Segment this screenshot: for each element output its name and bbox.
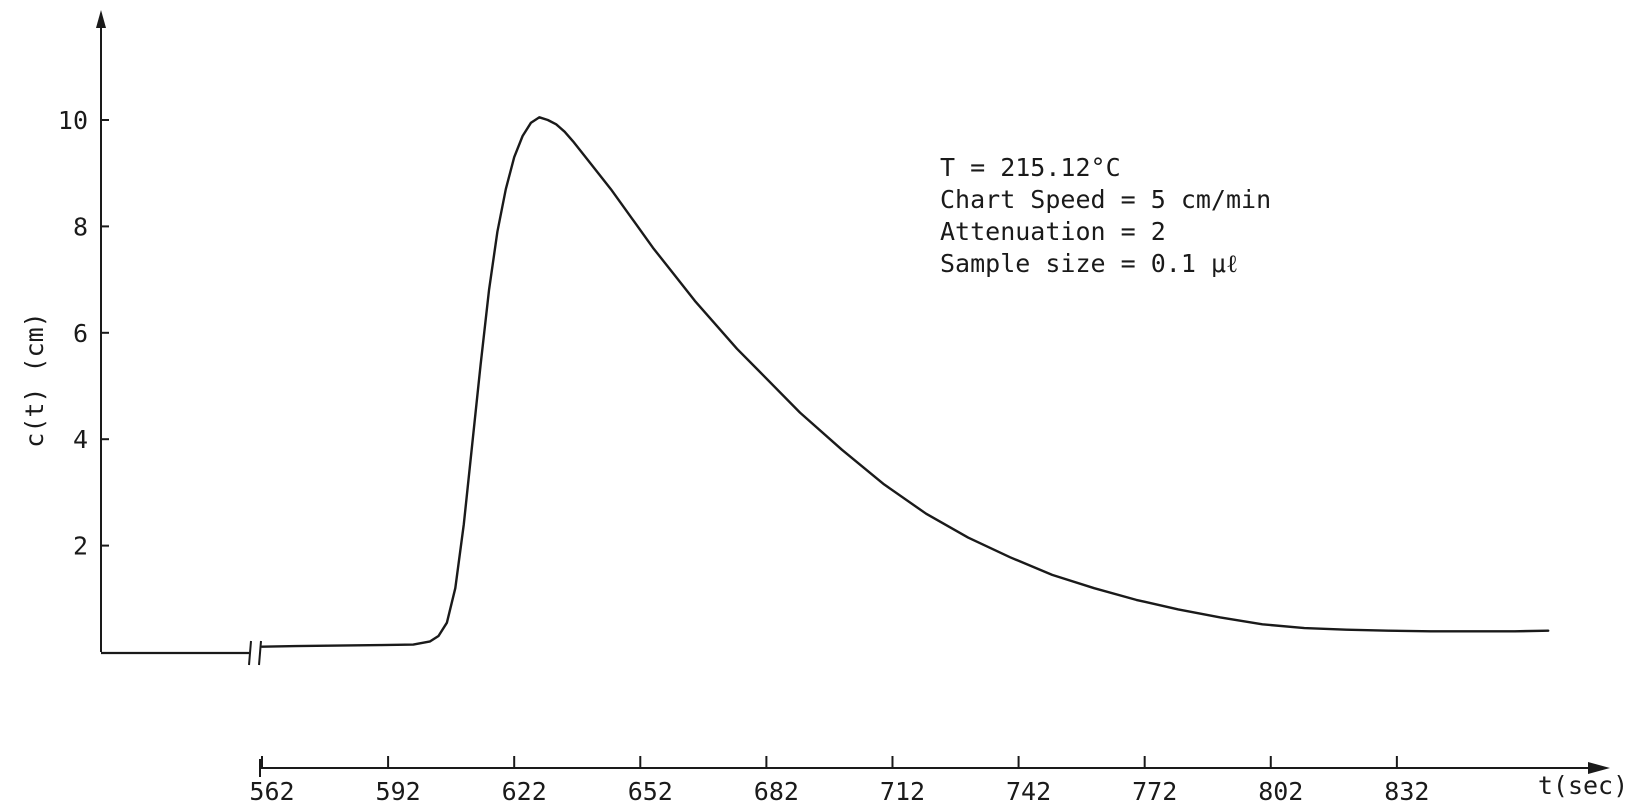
x-tick-label: 832 — [1384, 777, 1429, 806]
series — [101, 116, 1550, 666]
y-axis-title: c(t) (cm) — [20, 312, 49, 447]
x-tick-label: 592 — [376, 777, 421, 806]
y-tick-label: 6 — [73, 319, 88, 348]
x-tick-label: 562 — [249, 777, 294, 806]
x-axis-title: t(sec) — [1538, 771, 1628, 800]
x-tick-label: 622 — [502, 777, 547, 806]
axes — [96, 10, 1610, 777]
x-tick-label: 802 — [1258, 777, 1303, 806]
y-tick-label: 8 — [73, 212, 88, 241]
series-line — [260, 116, 1550, 648]
annotation-sample-size: Sample size = 0.1 μℓ — [940, 249, 1238, 278]
annotation-block: T = 215.12°C Chart Speed = 5 cm/min Attenu… — [940, 152, 1271, 280]
x-tick-label: 772 — [1132, 777, 1177, 806]
y-axis-arrow — [96, 10, 106, 28]
ticks: 562 592 622 652 682 712 742 772 802 832 2 4 6 8 10 — [58, 106, 1430, 806]
x-tick-label: 742 — [1006, 777, 1051, 806]
y-tick-label: 2 — [73, 532, 88, 561]
x-tick-label: 652 — [628, 777, 673, 806]
annotation-chart-speed: Chart Speed = 5 cm/min — [940, 185, 1272, 214]
x-axis-arrow — [1588, 762, 1610, 774]
annotation-temperature: T = 215.12°C — [940, 153, 1121, 182]
axis-break-mark — [258, 640, 262, 666]
x-tick-label: 712 — [880, 777, 925, 806]
axis-break-mark — [248, 640, 252, 666]
annotation-attenuation: Attenuation = 2 — [940, 217, 1166, 246]
x-tick-label: 682 — [754, 777, 799, 806]
y-tick-label: 4 — [73, 425, 88, 454]
y-tick-label: 10 — [58, 106, 88, 135]
